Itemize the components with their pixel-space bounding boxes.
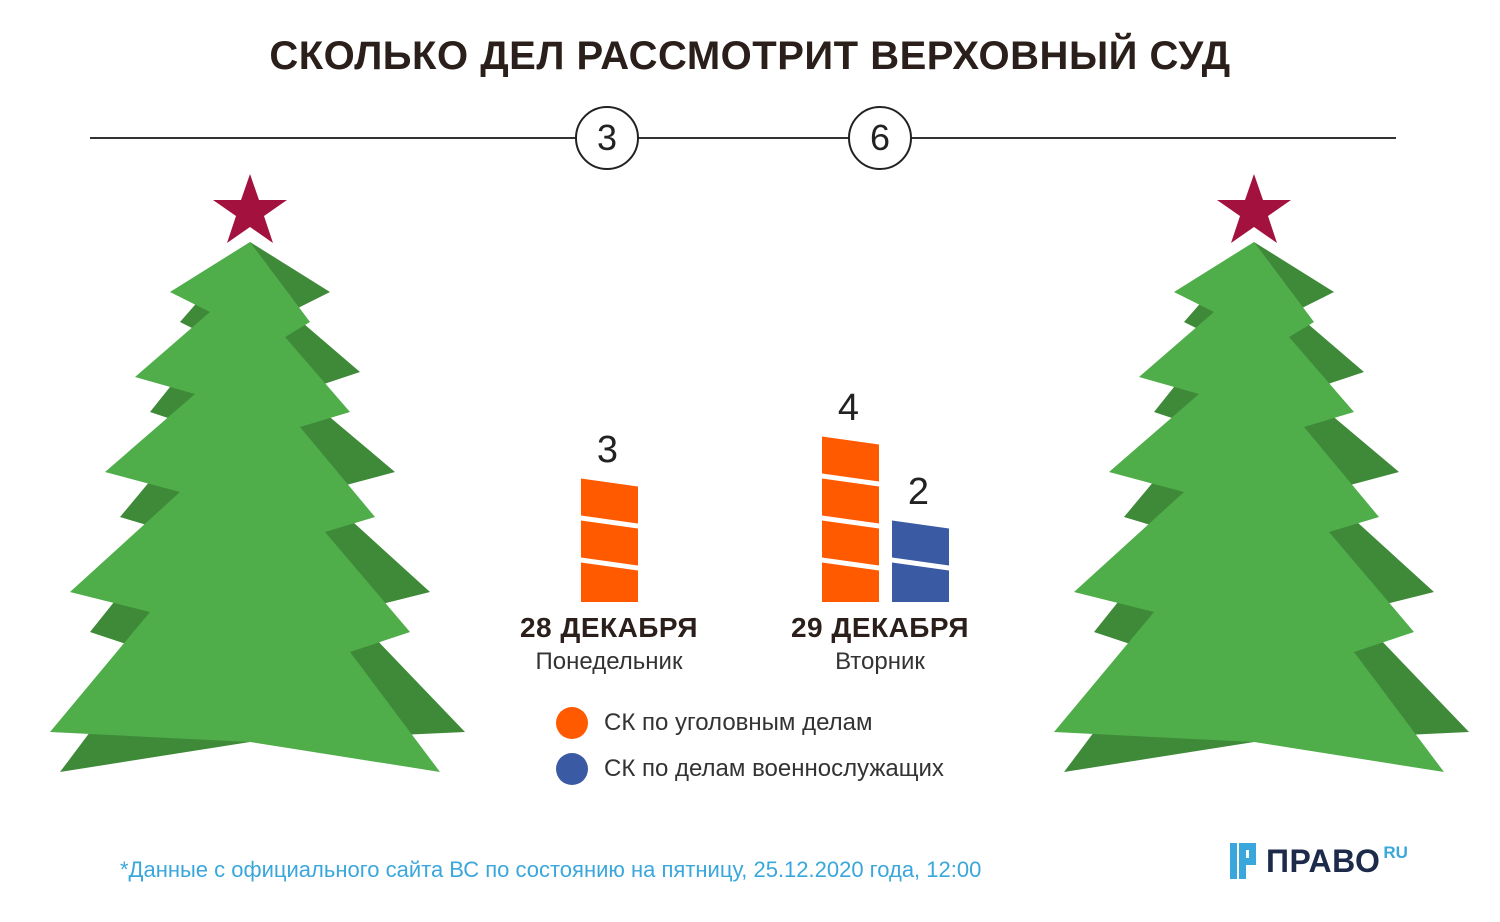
legend: СК по уголовным делам СК по делам военно… [556, 700, 944, 792]
logo-suffix: RU [1383, 843, 1408, 862]
day-total-badge-2: 6 [848, 106, 912, 170]
date-label-1: 28 ДЕКАБРЯ [519, 612, 699, 643]
legend-label-military: СК по делам военнослужащих [604, 755, 944, 782]
page-title: СКОЛЬКО ДЕЛ РАССМОТРИТ ВЕРХОВНЫЙ СУД [269, 34, 1231, 78]
bar-value-label: 2 [908, 471, 929, 513]
legend-swatch-criminal [556, 707, 588, 739]
bar-segment [822, 562, 879, 602]
timeline-line [90, 137, 1396, 139]
legend-label-criminal: СК по уголовным делам [604, 709, 873, 736]
legend-item-military: СК по делам военнослужащих [556, 746, 944, 792]
weekday-label-2: Вторник [835, 648, 925, 675]
bar-segment [581, 478, 638, 524]
day-total-badge-1: 3 [575, 106, 639, 170]
footnote: *Данные с официального сайта ВС по состо… [120, 857, 982, 882]
bar-segment [822, 520, 879, 566]
weekday-label-1: Понедельник [535, 648, 683, 675]
bar-segment [581, 520, 638, 566]
pravo-logo-icon [1230, 843, 1256, 879]
legend-swatch-military [556, 753, 588, 785]
bar-segment [581, 562, 638, 602]
pravo-logo: ПРАВО RU [1230, 843, 1408, 883]
bar-segment [892, 562, 949, 602]
bar-segment [892, 520, 949, 566]
bar-segment [822, 436, 879, 482]
christmas-tree-left-icon [50, 174, 465, 772]
date-label-2: 29 ДЕКАБРЯ [790, 612, 970, 643]
legend-item-criminal: СК по уголовным делам [556, 700, 944, 746]
christmas-tree-right-icon [1054, 174, 1469, 772]
bar-value-label: 4 [838, 387, 859, 429]
bar-segment [822, 478, 879, 524]
logo-text: ПРАВО [1266, 843, 1381, 879]
bar-value-label: 3 [597, 429, 618, 471]
